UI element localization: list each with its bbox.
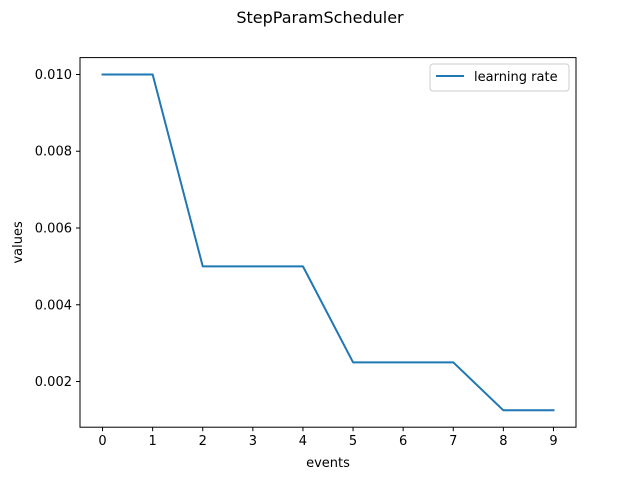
y-tick-label: 0.010 — [35, 68, 72, 83]
x-tick-label: 6 — [399, 434, 407, 449]
plot-area: 0 1 2 3 4 5 6 7 8 9 0.002 0.004 0.006 0.008 0.010 — [35, 57, 577, 449]
series-line-learning-rate — [101, 73, 555, 412]
x-tick-label: 0 — [98, 434, 106, 449]
y-tick-label: 0.006 — [35, 222, 72, 237]
x-axis-ticks: 0 1 2 3 4 5 6 7 8 9 — [98, 427, 558, 449]
axes-frame — [79, 57, 577, 428]
y-tick-label: 0.002 — [35, 375, 72, 390]
legend-box — [429, 63, 570, 92]
x-tick-label: 1 — [149, 434, 157, 449]
x-axis-label: events — [306, 456, 350, 471]
y-axis-label: values — [11, 221, 26, 264]
legend-label-learning-rate: learning rate — [474, 70, 558, 85]
series-layer — [101, 73, 555, 412]
y-axis-ticks: 0.002 0.004 0.006 0.008 0.010 — [35, 68, 80, 390]
x-tick-label: 9 — [549, 434, 557, 449]
legend: learning rate — [429, 63, 570, 92]
x-tick-label: 8 — [499, 434, 507, 449]
x-tick-label: 3 — [249, 434, 257, 449]
chart-title: StepParamScheduler — [236, 8, 404, 27]
y-tick-label: 0.008 — [35, 145, 72, 160]
x-tick-label: 7 — [449, 434, 457, 449]
x-tick-label: 4 — [299, 434, 307, 449]
x-tick-label: 2 — [199, 434, 207, 449]
x-tick-label: 5 — [349, 434, 357, 449]
y-tick-label: 0.004 — [35, 298, 72, 313]
